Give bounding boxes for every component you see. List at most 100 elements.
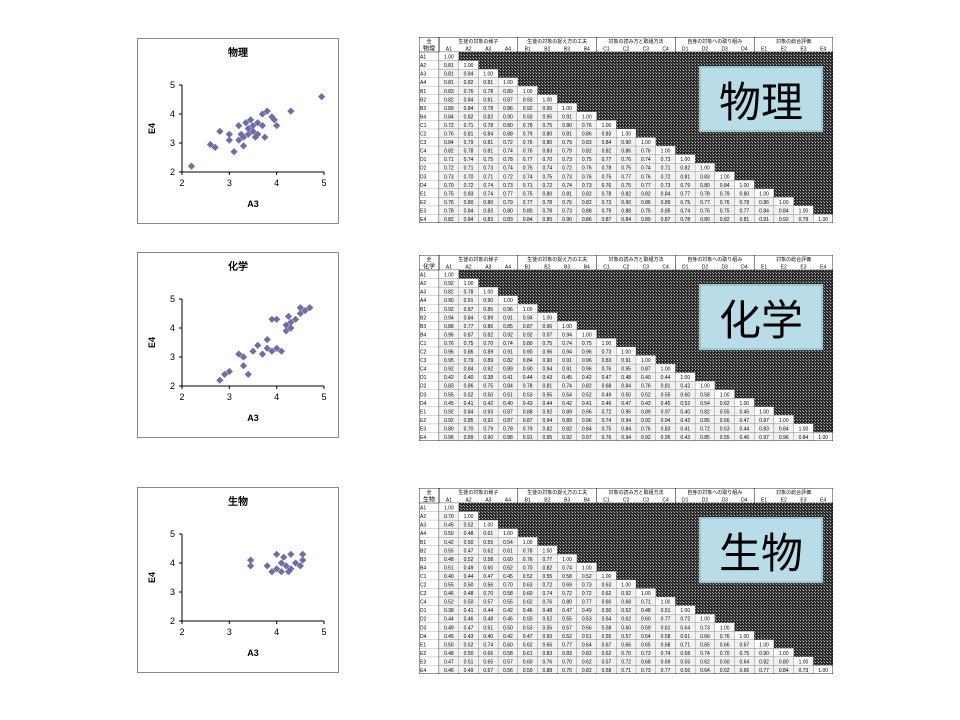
matrix-value: 0.54 xyxy=(562,392,572,398)
matrix-value: 0.70 xyxy=(542,157,552,163)
matrix-value: 0.51 xyxy=(483,625,493,631)
matrix-value: 0.79 xyxy=(523,426,533,432)
matrix-value: 0.72 xyxy=(464,183,474,189)
column-header: C3 xyxy=(643,265,650,271)
matrix-value: 0.90 xyxy=(562,217,572,223)
scatter-chart-physics: 物理 2 3 4 5 2 3 4 5 A3 E4 xyxy=(137,38,339,224)
matrix-value: 0.70 xyxy=(483,341,493,347)
matrix-value: 0.68 xyxy=(641,659,651,665)
matrix-value: 0.61 xyxy=(503,548,513,554)
matrix-value: 0.71 xyxy=(444,157,454,163)
matrix-value: 1.00 xyxy=(602,341,612,347)
x-tick-label: 5 xyxy=(321,392,326,402)
row-header: A2 xyxy=(420,63,426,69)
matrix-value: 0.56 xyxy=(582,625,592,631)
row-header: B4 xyxy=(420,332,426,338)
matrix-value: 0.55 xyxy=(661,392,671,398)
matrix-value: 0.68 xyxy=(602,384,612,390)
matrix-value: 0.77 xyxy=(602,157,612,163)
data-point xyxy=(261,133,269,141)
matrix-value: 0.60 xyxy=(641,617,651,623)
row-header: C2 xyxy=(420,583,427,589)
matrix-value: 0.79 xyxy=(562,149,572,155)
matrix-value: 1.00 xyxy=(720,174,730,180)
matrix-value: 0.91 xyxy=(621,358,631,364)
row-header: E4 xyxy=(420,435,426,441)
matrix-value: 0.75 xyxy=(523,166,533,172)
matrix-value: 0.49 xyxy=(444,625,454,631)
matrix-value: 0.67 xyxy=(739,642,749,648)
matrix-value: 0.74 xyxy=(483,191,493,197)
matrix-value: 0.73 xyxy=(641,668,651,674)
matrix-value: 0.81 xyxy=(444,80,454,86)
matrix-value: 0.96 xyxy=(503,307,513,313)
column-header: D4 xyxy=(741,498,748,504)
matrix-value: 0.80 xyxy=(542,191,552,197)
matrix-value: 0.75 xyxy=(523,191,533,197)
x-tick-label: 3 xyxy=(227,178,232,188)
matrix-value: 0.72 xyxy=(503,174,513,180)
row-header: C3 xyxy=(420,358,427,364)
matrix-value: 0.95 xyxy=(444,358,454,364)
matrix-value: 0.74 xyxy=(661,651,671,657)
matrix-value: 0.82 xyxy=(542,565,552,571)
matrix-value: 0.84 xyxy=(444,114,454,120)
matrix-value: 0.84 xyxy=(523,217,533,223)
matrix-value: 0.90 xyxy=(523,367,533,373)
matrix-value: 0.92 xyxy=(483,367,493,373)
data-point xyxy=(230,148,238,156)
matrix-value: 0.51 xyxy=(661,608,671,614)
matrix-value: 0.74 xyxy=(680,208,690,214)
matrix-value: 0.78 xyxy=(602,166,612,172)
x-axis-label: A3 xyxy=(247,648,259,658)
row-header: D2 xyxy=(420,617,427,623)
matrix-value: 0.78 xyxy=(523,123,533,129)
matrix-value: 0.72 xyxy=(444,166,454,172)
column-header: E2 xyxy=(781,47,787,53)
matrix-value: 1.00 xyxy=(680,608,690,614)
data-point xyxy=(263,562,271,570)
matrix-value: 0.87 xyxy=(641,367,651,373)
matrix-value: 1.00 xyxy=(799,208,809,214)
matrix-value: 0.50 xyxy=(444,531,454,537)
matrix-value: 0.82 xyxy=(700,409,710,415)
matrix-value: 0.76 xyxy=(444,200,454,206)
matrix-value: 0.92 xyxy=(641,435,651,441)
matrix-value: 0.52 xyxy=(621,608,631,614)
row-header: E3 xyxy=(420,659,426,665)
matrix-value: 0.69 xyxy=(562,583,572,589)
matrix-value: 0.82 xyxy=(602,149,612,155)
matrix-value: 0.76 xyxy=(464,89,474,95)
matrix-value: 0.77 xyxy=(700,200,710,206)
matrix-value: 0.91 xyxy=(523,435,533,441)
matrix-value: 0.47 xyxy=(444,659,454,665)
matrix-value: 0.50 xyxy=(523,617,533,623)
scatter-svg-chemistry: 化学 2 3 4 5 2 3 4 5 A3 E4 xyxy=(147,260,327,423)
row-header: A3 xyxy=(420,523,426,529)
matrix-value: 0.92 xyxy=(503,332,513,338)
matrix-value: 0.53 xyxy=(720,426,730,432)
matrix-value: 0.82 xyxy=(720,217,730,223)
matrix-value: 0.46 xyxy=(523,608,533,614)
chart-title: 化学 xyxy=(228,260,248,273)
column-header: A3 xyxy=(485,47,491,53)
matrix-value: 1.00 xyxy=(464,63,474,69)
matrix-value: 0.52 xyxy=(464,392,474,398)
row-header: A2 xyxy=(420,281,426,287)
matrix-value: 0.52 xyxy=(582,574,592,580)
row-header: D4 xyxy=(420,183,427,189)
matrix-value: 0.40 xyxy=(503,401,513,407)
matrix-value: 0.44 xyxy=(739,426,749,432)
matrix-value: 1.00 xyxy=(444,55,454,61)
matrix-value: 0.96 xyxy=(582,350,592,356)
matrix-value: 0.51 xyxy=(444,565,454,571)
matrix-value: 1.00 xyxy=(759,191,769,197)
matrix-value: 0.90 xyxy=(523,350,533,356)
matrix-value: 0.91 xyxy=(503,315,513,321)
matrix-value: 0.88 xyxy=(582,208,592,214)
matrix-value: 0.86 xyxy=(621,149,631,155)
matrix-value: 0.94 xyxy=(562,350,572,356)
matrix-value: 0.96 xyxy=(582,418,592,424)
matrix-value: 0.50 xyxy=(464,540,474,546)
matrix-value: 0.46 xyxy=(464,617,474,623)
